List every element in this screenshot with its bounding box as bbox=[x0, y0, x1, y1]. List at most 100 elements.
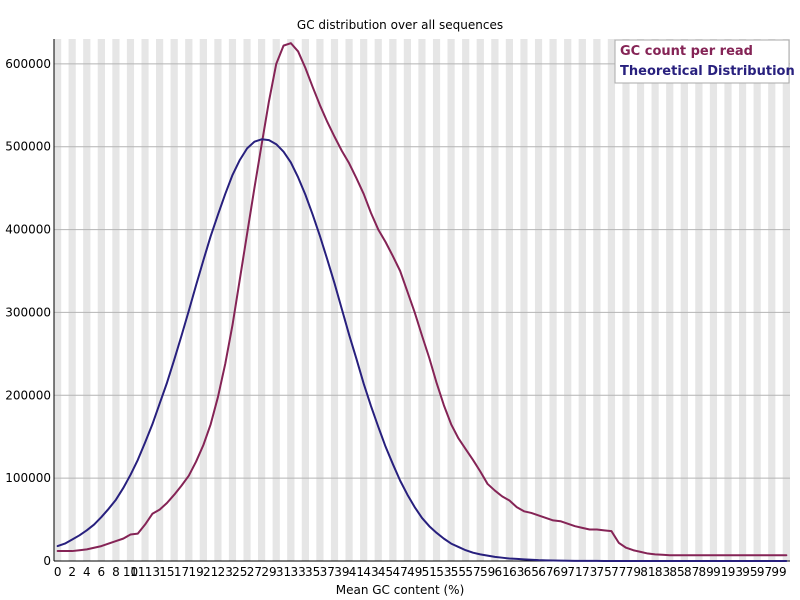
plot-band bbox=[556, 39, 565, 561]
plot-band bbox=[462, 39, 470, 561]
plot-band bbox=[360, 39, 368, 561]
legend: GC count per read Theoretical Distributi… bbox=[614, 39, 795, 84]
y-tick-label: 400000 bbox=[5, 223, 51, 237]
plot-band bbox=[287, 39, 295, 561]
plot-band bbox=[717, 39, 725, 561]
plot-band bbox=[542, 39, 550, 561]
legend-entry-theoretical: Theoretical Distribution bbox=[620, 64, 795, 79]
plot-band bbox=[702, 39, 710, 561]
x-tick-label: 25 bbox=[232, 565, 247, 579]
plot-band bbox=[760, 39, 769, 561]
plot-band bbox=[250, 39, 259, 561]
plot-band bbox=[440, 39, 448, 561]
y-tick-label: 300000 bbox=[5, 305, 51, 319]
plot-bands bbox=[54, 39, 790, 561]
plot-band bbox=[119, 39, 127, 561]
x-tick-label: 59 bbox=[480, 565, 495, 579]
plot-band bbox=[629, 39, 637, 561]
plot-band bbox=[396, 39, 404, 561]
plot-band bbox=[593, 39, 601, 561]
plot-band bbox=[513, 39, 521, 561]
plot-band bbox=[644, 39, 652, 561]
plot-band bbox=[724, 39, 732, 561]
plot-band bbox=[156, 39, 164, 561]
plot-band bbox=[651, 39, 659, 561]
x-tick-label: 67 bbox=[538, 565, 553, 579]
x-tick-label: 8 bbox=[112, 565, 120, 579]
x-tick-label: 11 bbox=[130, 565, 145, 579]
plot-band bbox=[134, 39, 142, 561]
plot-band bbox=[695, 39, 703, 561]
plot-band bbox=[243, 39, 251, 561]
plot-band bbox=[97, 39, 106, 561]
plot-band bbox=[673, 39, 681, 561]
plot-band bbox=[666, 39, 674, 561]
x-tick-label: 13 bbox=[145, 565, 160, 579]
plot-band bbox=[418, 39, 426, 561]
plot-band bbox=[374, 39, 382, 561]
plot-band bbox=[578, 39, 586, 561]
plot-band bbox=[615, 39, 623, 561]
y-axis-ticks: 0 100000 200000 300000 400000 500000 600000 bbox=[5, 57, 51, 568]
plot-band bbox=[731, 39, 739, 561]
plot-band bbox=[600, 39, 608, 561]
series-group bbox=[56, 42, 788, 562]
plot-band bbox=[199, 39, 208, 561]
x-tick-label: 31 bbox=[276, 565, 291, 579]
x-tick-label: 83 bbox=[655, 565, 670, 579]
plot-band bbox=[301, 39, 310, 561]
plot-band bbox=[83, 39, 91, 561]
x-tick-label: 95 bbox=[742, 565, 757, 579]
x-tick-label: 71 bbox=[567, 565, 582, 579]
x-tick-label: 19 bbox=[188, 565, 203, 579]
x-tick-label: 91 bbox=[713, 565, 728, 579]
plot-band bbox=[454, 39, 463, 561]
chart-title: GC distribution over all sequences bbox=[297, 18, 503, 32]
plot-band bbox=[483, 39, 492, 561]
x-tick-label: 73 bbox=[582, 565, 597, 579]
plot-band bbox=[228, 39, 237, 561]
x-tick-label: 15 bbox=[159, 565, 174, 579]
plot-band bbox=[425, 39, 433, 561]
legend-box bbox=[614, 39, 790, 84]
plot-band bbox=[323, 39, 331, 561]
plot-band bbox=[221, 39, 229, 561]
plot-band bbox=[687, 39, 696, 561]
plot-band bbox=[636, 39, 645, 561]
x-tick-label: 51 bbox=[422, 565, 437, 579]
plot-band bbox=[141, 39, 149, 561]
y-tick-label: 500000 bbox=[5, 140, 51, 154]
y-tick-label: 200000 bbox=[5, 388, 51, 402]
plot-band bbox=[90, 39, 98, 561]
plot-band bbox=[564, 39, 572, 561]
plot-band bbox=[207, 39, 215, 561]
plot-band bbox=[491, 39, 499, 561]
x-tick-label: 10 bbox=[123, 565, 138, 579]
plot-band bbox=[352, 39, 361, 561]
plot-band bbox=[214, 39, 222, 561]
plot-band bbox=[520, 39, 528, 561]
x-tick-label: 61 bbox=[495, 565, 510, 579]
plot-band bbox=[571, 39, 579, 561]
plot-band bbox=[775, 39, 783, 561]
x-tick-label: 41 bbox=[349, 565, 364, 579]
plot-band bbox=[585, 39, 594, 561]
plot-band bbox=[389, 39, 397, 561]
x-tick-label: 63 bbox=[509, 565, 524, 579]
plot-band bbox=[272, 39, 280, 561]
x-tick-label: 93 bbox=[728, 565, 743, 579]
x-tick-label: 77 bbox=[611, 565, 626, 579]
x-tick-label: 29 bbox=[261, 565, 276, 579]
x-tick-label: 39 bbox=[334, 565, 349, 579]
plot-band bbox=[753, 39, 761, 561]
plot-band bbox=[680, 39, 688, 561]
x-tick-label: 21 bbox=[203, 565, 218, 579]
x-tick-label: 45 bbox=[378, 565, 393, 579]
plot-band bbox=[265, 39, 273, 561]
plot-band bbox=[236, 39, 244, 561]
plot-band bbox=[738, 39, 747, 561]
plot-band bbox=[658, 39, 667, 561]
plot-band bbox=[768, 39, 776, 561]
x-tick-label: 69 bbox=[553, 565, 568, 579]
plot-band bbox=[622, 39, 630, 561]
